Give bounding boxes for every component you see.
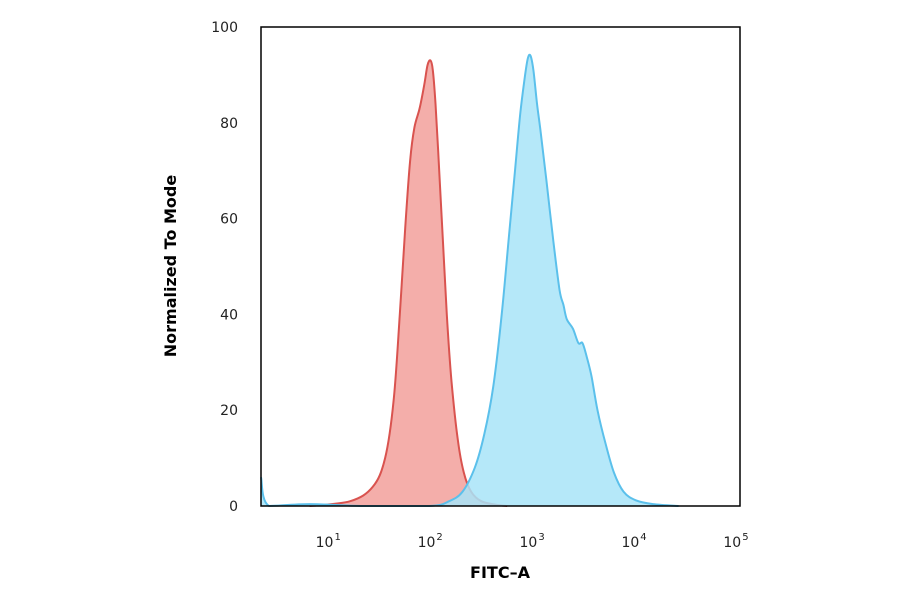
x-axis-label: FITC–A <box>470 563 531 582</box>
y-tick-labels: 0 20 40 60 80 100 <box>211 20 238 515</box>
series-1-line <box>309 59 508 507</box>
x-tick-label: 105 <box>723 532 748 551</box>
series-2-line <box>260 53 679 508</box>
x-tick-label: 101 <box>316 532 341 551</box>
series-2-area <box>261 54 679 506</box>
y-tick-label: 20 <box>220 403 238 419</box>
plot-frame <box>260 26 741 507</box>
y-tick-label: 100 <box>211 20 238 36</box>
x-tick-label: 104 <box>621 532 646 551</box>
y-tick-label: 0 <box>229 499 238 515</box>
series-1-area <box>309 60 508 507</box>
x-tick-labels: 101 102 103 104 105 <box>316 532 749 551</box>
x-tick-label: 103 <box>520 532 545 551</box>
y-tick-label: 80 <box>220 116 238 132</box>
x-tick-label: 102 <box>418 532 443 551</box>
y-axis-label: Normalized To Mode <box>161 175 180 358</box>
series-layer <box>260 53 679 508</box>
y-tick-label: 60 <box>220 212 238 228</box>
y-tick-label: 40 <box>220 307 238 323</box>
